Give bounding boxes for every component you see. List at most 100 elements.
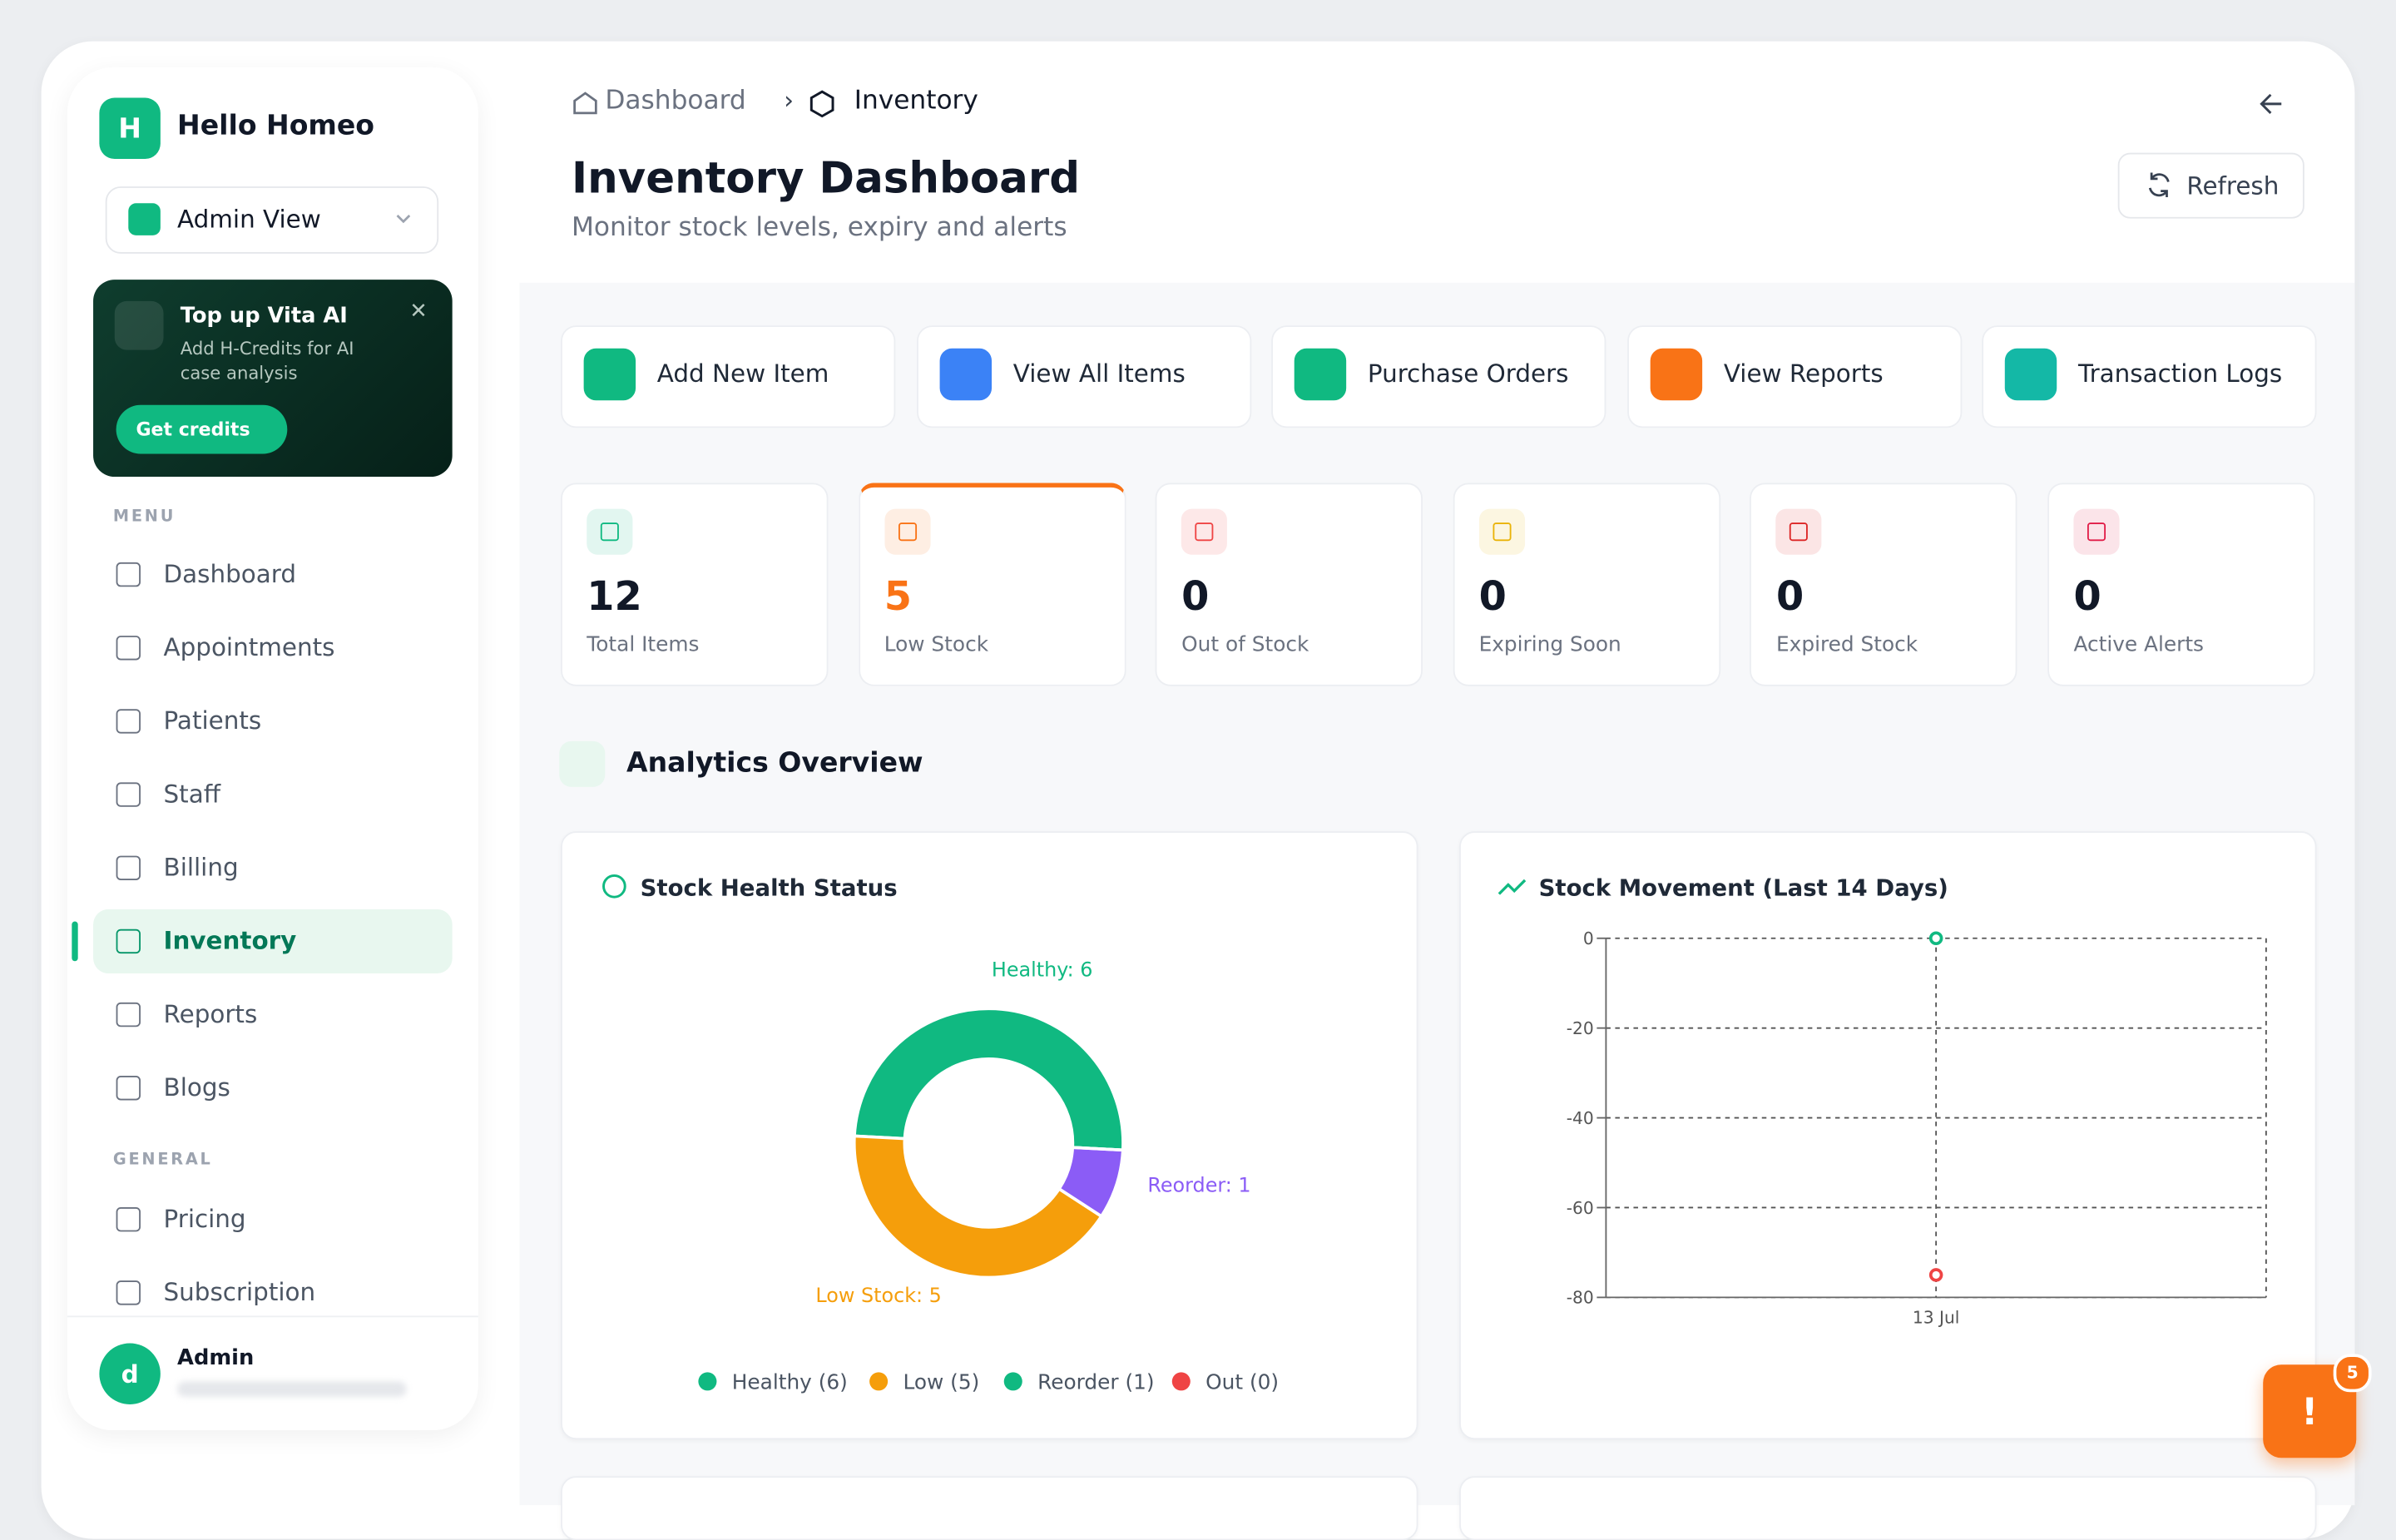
stat-value: 0 xyxy=(2073,574,2101,621)
user-email-blur xyxy=(177,1381,407,1397)
menu-icon xyxy=(116,1002,141,1027)
menu-label: Inventory xyxy=(163,926,297,955)
stat-icon xyxy=(1776,508,1823,555)
menu-label: Appointments xyxy=(163,632,335,662)
menu-icon xyxy=(116,1076,141,1101)
chart-title: Stock Movement (Last 14 Days) xyxy=(1539,874,1948,901)
menu-icon xyxy=(116,855,141,880)
chart-title: Stock Health Status xyxy=(641,874,898,901)
stat-card xyxy=(1750,483,2018,686)
stat-label: Active Alerts xyxy=(2073,632,2204,657)
stat-value: 5 xyxy=(884,574,912,621)
stat-card xyxy=(858,483,1126,686)
menu-label: Reports xyxy=(163,999,258,1029)
menu-label: Dashboard xyxy=(163,559,296,589)
stat-value: 0 xyxy=(1181,574,1210,621)
stat-icon xyxy=(587,508,633,555)
legend-label: Out (0) xyxy=(1205,1370,1279,1394)
title-icon xyxy=(1498,879,1527,895)
action-icon xyxy=(939,348,993,401)
view-select[interactable] xyxy=(105,186,439,254)
breadcrumb-icons xyxy=(573,90,834,118)
breadcrumb-sep: › xyxy=(784,85,795,115)
view-label: Admin View xyxy=(177,205,321,235)
stat-icon-glyph xyxy=(1195,522,1214,542)
y-tick-label: -40 xyxy=(1567,1108,1594,1128)
action-label[interactable]: View Reports xyxy=(1723,359,1884,389)
stat-icon xyxy=(884,508,930,555)
refresh-button[interactable]: Refresh xyxy=(2117,152,2304,219)
stat-card xyxy=(2047,483,2315,686)
promo-icon xyxy=(114,300,164,350)
stat-label: Low Stock xyxy=(884,632,989,657)
menu-item[interactable] xyxy=(93,909,453,974)
action-label[interactable]: View All Items xyxy=(1012,359,1186,389)
y-tick-label: -60 xyxy=(1567,1198,1594,1218)
y-tick-label: -80 xyxy=(1567,1288,1594,1308)
brand-name: Hello Homeo xyxy=(177,110,375,142)
stat-value: 12 xyxy=(587,574,642,621)
stat-icon xyxy=(1478,508,1525,555)
stat-label: Total Items xyxy=(587,632,700,657)
back-button[interactable] xyxy=(2257,89,2288,120)
page-subtitle: Monitor stock levels, expiry and alerts xyxy=(571,212,1067,244)
pie-segment xyxy=(852,1134,1104,1280)
stat-icon-glyph xyxy=(600,522,619,542)
menu-label: Pricing xyxy=(163,1204,246,1234)
x-tick-label: 13 Jul xyxy=(1913,1308,1959,1328)
legend-label: Low (5) xyxy=(903,1370,980,1394)
promo-title: Top up Vita AI xyxy=(180,304,348,329)
menu-label: Billing xyxy=(163,852,239,882)
y-tick-label: 0 xyxy=(1583,928,1594,948)
page-title: Inventory Dashboard xyxy=(571,152,1081,204)
action-icon xyxy=(1294,348,1347,401)
line-point xyxy=(1928,1268,1943,1282)
refresh-icon xyxy=(2148,172,2170,197)
menu-icon xyxy=(116,709,141,734)
action-icon xyxy=(583,348,636,401)
chart-card xyxy=(1459,831,2317,1440)
data-label: Healthy: 6 xyxy=(992,958,1093,982)
menu-label: Patients xyxy=(163,706,262,735)
menu-icon xyxy=(116,636,141,661)
legend-dot xyxy=(1003,1372,1022,1391)
action-label[interactable]: Add New Item xyxy=(656,359,829,389)
menu-heading: MENU xyxy=(112,507,176,526)
menu-label: Subscription xyxy=(163,1277,316,1307)
view-icon xyxy=(128,203,161,235)
sidebar-divider xyxy=(67,1315,478,1318)
promo-button[interactable]: Get credits xyxy=(116,404,288,454)
action-label[interactable]: Purchase Orders xyxy=(1367,359,1569,389)
user-name: Admin xyxy=(177,1346,255,1371)
menu-icon xyxy=(116,928,141,954)
title-icon xyxy=(602,874,626,899)
chart-card xyxy=(561,831,1418,1440)
stat-value: 0 xyxy=(1478,574,1507,621)
legend-dot xyxy=(698,1372,717,1391)
promo-close[interactable]: ✕ xyxy=(409,300,428,324)
general-heading: GENERAL xyxy=(112,1151,213,1170)
stat-label: Expiring Soon xyxy=(1478,632,1621,657)
data-label: Low Stock: 5 xyxy=(815,1284,941,1307)
menu-icon xyxy=(116,1207,141,1232)
stat-icon xyxy=(2073,508,2120,555)
action-icon xyxy=(2004,348,2057,401)
menu-icon xyxy=(116,782,141,807)
stat-icon-glyph xyxy=(898,522,917,542)
pie-segment xyxy=(1072,1146,1123,1152)
stat-icon-glyph xyxy=(1493,522,1512,542)
breadcrumb-home[interactable]: Dashboard xyxy=(605,85,746,116)
menu-icon xyxy=(116,1280,141,1305)
charts: Stock Health Status Healthy: 6 Low Stock: … xyxy=(602,874,2267,1394)
legend-dot xyxy=(1171,1372,1191,1391)
stat-card xyxy=(1453,483,1720,686)
stat-card xyxy=(561,483,829,686)
screen: H Hello Homeo Admin View Top up Vita AI … xyxy=(41,41,2372,1540)
stat-icon xyxy=(1181,508,1228,555)
stat-icon-glyph xyxy=(2087,522,2106,542)
legend-label: Reorder (1) xyxy=(1037,1370,1154,1394)
user-avatar: d xyxy=(99,1343,161,1404)
section-title: Analytics Overview xyxy=(626,747,923,780)
action-label[interactable]: Transaction Logs xyxy=(2077,359,2283,389)
stat-card xyxy=(1155,483,1423,686)
